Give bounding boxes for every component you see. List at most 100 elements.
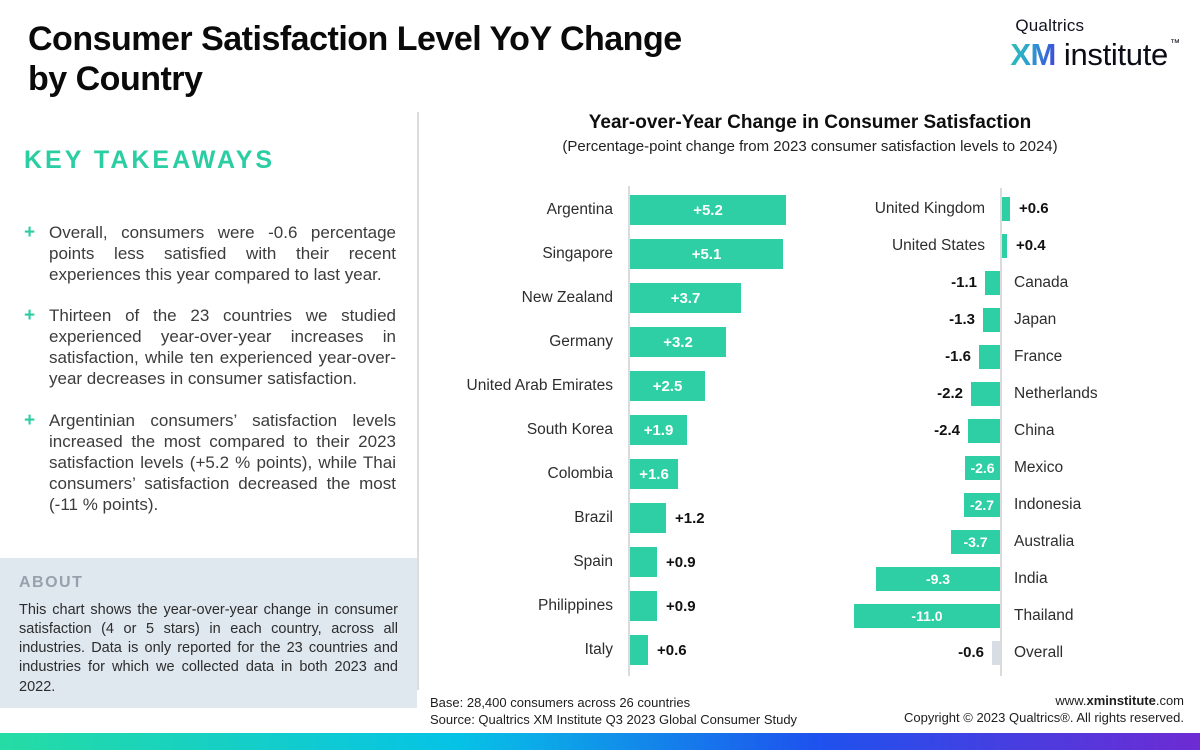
brand-gradient-bar [0, 733, 1200, 750]
bar-united-arab-emirates: +2.5 [630, 371, 705, 401]
negative-zone: -2.4 [820, 418, 1000, 443]
positive-zone: +0.6 [1000, 196, 1200, 221]
logo-brand-text: Qualtrics [1015, 16, 1085, 35]
country-label: Philippines [538, 597, 613, 614]
bar-colombia: +1.6 [630, 459, 678, 489]
positive-zone: Japan [1000, 311, 1200, 329]
bar-australia: -3.7 [951, 529, 1000, 554]
category-zone: South Korea [430, 421, 628, 439]
page-title: Consumer Satisfaction Level YoY Change b… [28, 20, 682, 100]
chart-row-italy: Italy +0.6 [430, 628, 822, 672]
takeaway-text: Overall, consumers were -0.6 percentage … [49, 223, 396, 285]
takeaway-item: + Overall, consumers were -0.6 percentage… [24, 222, 396, 285]
value-label: +0.6 [1019, 200, 1049, 217]
chart-row-spain: Spain +0.9 [430, 540, 822, 584]
positive-zone: China [1000, 422, 1200, 440]
chart-title: Year-over-Year Change in Consumer Satisf… [588, 112, 1032, 133]
negative-zone: -2.7 [820, 492, 1000, 517]
chart-row-overall: -0.6 Overall [820, 634, 1200, 671]
country-label: Argentina [546, 201, 613, 218]
bar-column-right: United Kingdom +0.6 United States +0.4 -1.1 C… [820, 190, 1200, 671]
negative-zone: -9.3 [820, 566, 1000, 591]
negative-zone: -2.6 [820, 455, 1000, 480]
value-label: -1.3 [949, 311, 975, 328]
category-zone: Singapore [430, 245, 628, 263]
takeaways-list: + Overall, consumers were -0.6 percentage… [24, 222, 396, 515]
chart-row-south-korea: South Korea +1.9 [430, 408, 822, 452]
bar-mexico: -2.6 [965, 455, 1000, 480]
chart-row-france: -1.6 France [820, 338, 1200, 375]
key-takeaways-heading: KEY TAKEAWAYS [24, 146, 276, 174]
chart-row-new-zealand: New Zealand +3.7 [430, 276, 822, 320]
chart-row-mexico: -2.6 Mexico [820, 449, 1200, 486]
bar-zone: +3.2 [628, 327, 822, 357]
chart-row-argentina: Argentina +5.2 [430, 188, 822, 232]
bar-indonesia: -2.7 [964, 492, 1000, 517]
website-suffix: .com [1155, 693, 1184, 708]
country-label: United Arab Emirates [466, 377, 613, 394]
bar-china [968, 418, 1000, 443]
country-label: Mexico [1014, 458, 1064, 476]
chart-row-china: -2.4 China [820, 412, 1200, 449]
country-label: Canada [1014, 273, 1069, 291]
positive-zone: India [1000, 570, 1200, 588]
value-label: -2.6 [970, 459, 995, 476]
site-copyright-note: www.xminstitute.com Copyright © 2023 Qua… [904, 692, 1184, 726]
positive-zone: Netherlands [1000, 385, 1200, 403]
value-label: -2.4 [934, 422, 960, 439]
left-axis-line [628, 186, 630, 676]
website-line: www.xminstitute.com [904, 692, 1184, 709]
value-label: -1.6 [945, 348, 971, 365]
negative-zone: -1.1 [820, 270, 1000, 295]
chart-row-singapore: Singapore +5.1 [430, 232, 822, 276]
bar-zone: +5.2 [628, 195, 822, 225]
logo-institute-text: institute [1063, 37, 1168, 72]
bar-spain [630, 547, 657, 577]
website-domain: xminstitute [1086, 693, 1156, 708]
base-source-note: Base: 28,400 consumers across 26 countri… [430, 694, 797, 728]
logo-trademark: ™ [1170, 38, 1180, 49]
bar-zone: +0.9 [628, 547, 822, 577]
takeaway-text: Thirteen of the 23 countries we studied … [49, 306, 396, 389]
chart-row-germany: Germany +3.2 [430, 320, 822, 364]
negative-zone: United States [820, 237, 1000, 255]
country-label: Netherlands [1014, 384, 1098, 402]
value-label: +0.9 [666, 553, 696, 571]
bar-overall [992, 640, 1000, 665]
takeaway-item: + Argentinian consumers’ satisfaction lev… [24, 410, 396, 515]
takeaway-item: + Thirteen of the 23 countries we studied… [24, 305, 396, 389]
bar-germany: +3.2 [630, 327, 726, 357]
bar-argentina: +5.2 [630, 195, 786, 225]
value-label: +5.2 [693, 201, 723, 219]
value-label: +1.9 [643, 421, 674, 439]
negative-zone: -11.0 [820, 603, 1000, 628]
chart-row-canada: -1.1 Canada [820, 264, 1200, 301]
bar-new-zealand: +3.7 [630, 283, 741, 313]
chart-row-indonesia: -2.7 Indonesia [820, 486, 1200, 523]
category-zone: Brazil [430, 509, 628, 527]
plus-bullet-icon: + [24, 305, 36, 327]
country-label: Singapore [542, 245, 613, 262]
chart-header: Year-over-Year Change in Consumer Satisf… [425, 112, 1195, 155]
bar-south-korea: +1.9 [630, 415, 687, 445]
value-label: -1.1 [951, 274, 977, 291]
negative-zone: -1.6 [820, 344, 1000, 369]
positive-zone: France [1000, 348, 1200, 366]
category-zone: Spain [430, 553, 628, 571]
country-label: Germany [549, 333, 613, 350]
category-zone: Colombia [430, 465, 628, 483]
country-label: United Kingdom [874, 199, 985, 217]
value-label: +1.6 [639, 465, 669, 483]
bar-zone: +1.6 [628, 459, 822, 489]
positive-zone: Australia [1000, 533, 1200, 551]
bar-zone: +2.5 [628, 371, 822, 401]
category-zone: Germany [430, 333, 628, 351]
bar-zone: +0.9 [628, 591, 822, 621]
positive-zone: Indonesia [1000, 496, 1200, 514]
bar-canada [985, 270, 1000, 295]
bar-thailand: -11.0 [854, 603, 1000, 628]
bar-column-left: Argentina +5.2 Singapore +5.1 New Zealand +3.… [430, 188, 822, 672]
bar-netherlands [971, 381, 1000, 406]
about-heading: ABOUT [19, 574, 84, 591]
